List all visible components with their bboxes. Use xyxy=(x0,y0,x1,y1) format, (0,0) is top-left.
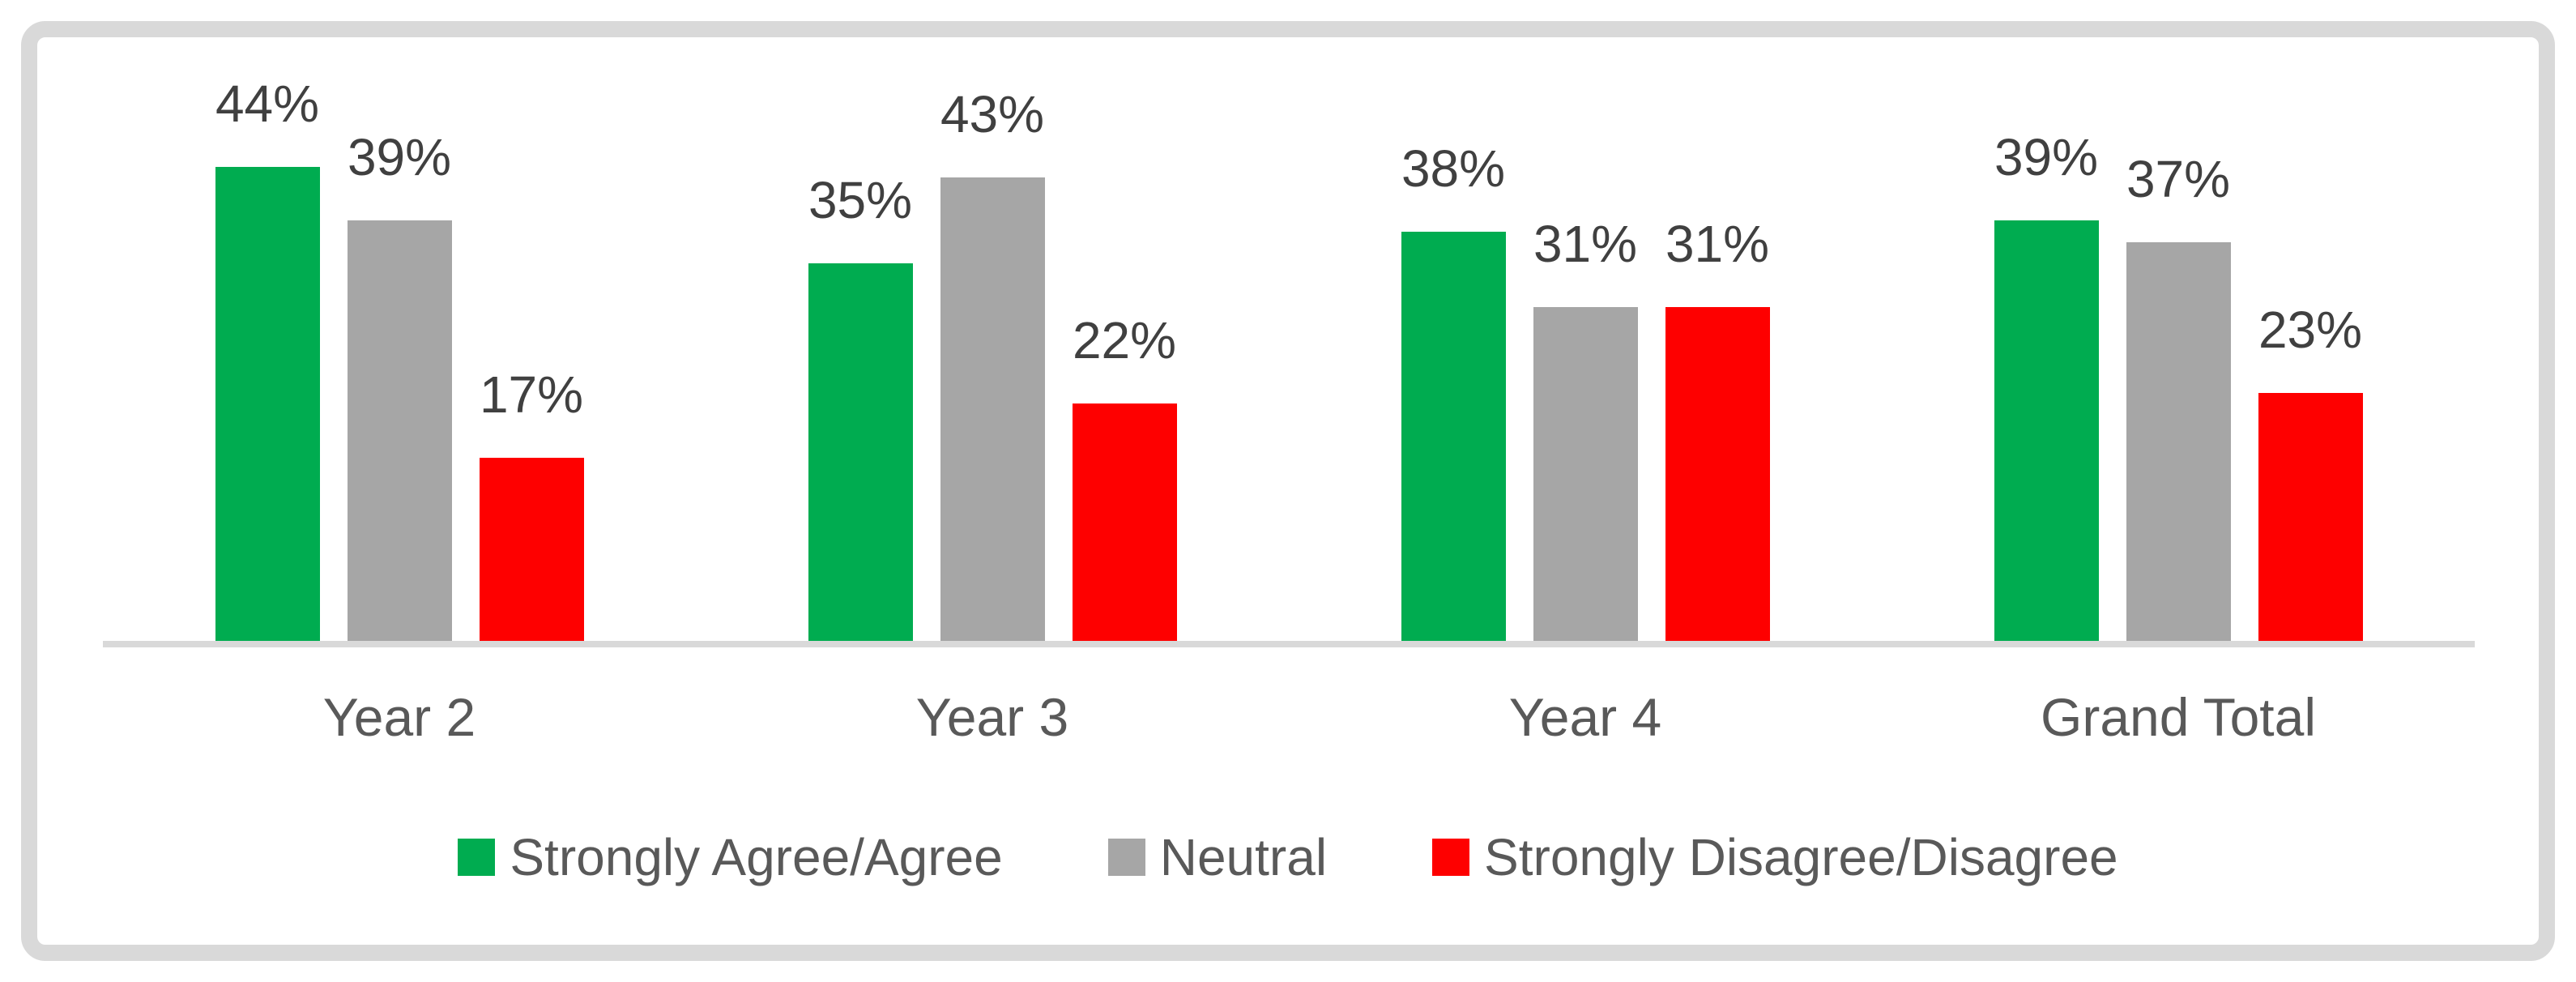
bar-group-grand-total: 39% 37% 23% xyxy=(1882,0,2475,641)
category-label-year-4: Year 4 xyxy=(1508,687,1662,747)
bar-data-label: 37% xyxy=(2126,150,2231,208)
bar-data-label: 44% xyxy=(215,75,320,133)
bar-year-4-strongly-agree-agree xyxy=(1401,232,1506,641)
legend-item-strongly-disagree-disagree: Strongly Disagree/Disagree xyxy=(1432,831,2118,883)
bar-col-year-2-strongly-agree-agree: 44% xyxy=(215,0,320,641)
bar-col-year-4-strongly-agree-agree: 38% xyxy=(1401,0,1506,641)
bar-col-year-4-strongly-disagree-disagree: 31% xyxy=(1665,0,1770,641)
bar-group-year-4: 38% 31% 31% xyxy=(1289,0,1882,641)
bar-year-4-strongly-disagree-disagree xyxy=(1665,307,1770,641)
legend-item-strongly-agree-agree: Strongly Agree/Agree xyxy=(458,828,1003,886)
bar-data-label: 31% xyxy=(1533,215,1638,273)
bar-col-grand-total-strongly-agree-agree: 39% xyxy=(1994,0,2099,641)
bar-year-2-strongly-agree-agree xyxy=(215,167,320,641)
bar-col-grand-total-strongly-disagree-disagree: 23% xyxy=(2258,0,2363,641)
bar-year-2-strongly-disagree-disagree xyxy=(479,458,584,641)
bar-col-year-3-strongly-agree-agree: 35% xyxy=(808,0,913,641)
bar-data-label: 31% xyxy=(1665,215,1770,273)
bar-year-3-strongly-disagree-disagree xyxy=(1072,403,1177,641)
category-label-grand-total: Grand Total xyxy=(2041,687,2316,747)
legend-item-neutral: Neutral xyxy=(1107,828,1328,886)
legend: Strongly Agree/Agree Neutral Strongly Disa… xyxy=(0,831,2576,883)
legend-label: Strongly Disagree/Disagree xyxy=(1484,828,2118,886)
bar-grand-total-strongly-agree-agree xyxy=(1994,220,2099,641)
bar-col-year-3-strongly-disagree-disagree: 22% xyxy=(1072,0,1177,641)
legend-marker-icon xyxy=(1107,839,1145,876)
bar-data-label: 39% xyxy=(347,128,452,186)
bar-year-2-neutral xyxy=(347,220,452,641)
category-axis: Year 2 Year 3 Year 4 Grand Total xyxy=(103,690,2475,744)
legend-marker-icon xyxy=(1432,839,1470,876)
category-label-year-2: Year 2 xyxy=(322,687,476,747)
bar-group-year-3: 35% 43% 22% xyxy=(696,0,1289,641)
bar-col-year-4-neutral: 31% xyxy=(1533,0,1638,641)
bar-group-year-2: 44% 39% 17% xyxy=(103,0,696,641)
bar-data-label: 17% xyxy=(479,365,584,424)
bar-data-label: 38% xyxy=(1401,139,1506,198)
bar-year-3-neutral xyxy=(940,177,1045,641)
bar-data-label: 22% xyxy=(1072,311,1177,369)
bar-data-label: 23% xyxy=(2258,301,2363,359)
x-axis-line xyxy=(103,641,2475,647)
bar-data-label: 43% xyxy=(940,85,1045,143)
bar-year-4-neutral xyxy=(1533,307,1638,641)
legend-marker-icon xyxy=(458,839,496,876)
bar-grand-total-neutral xyxy=(2126,242,2231,641)
bar-data-label: 35% xyxy=(808,171,913,229)
category-label-year-3: Year 3 xyxy=(915,687,1069,747)
bar-grand-total-strongly-disagree-disagree xyxy=(2258,393,2363,641)
legend-label: Strongly Agree/Agree xyxy=(510,828,1003,886)
bar-col-year-3-neutral: 43% xyxy=(940,0,1045,641)
bar-year-3-strongly-agree-agree xyxy=(808,263,913,641)
bar-col-year-2-neutral: 39% xyxy=(347,0,452,641)
bar-data-label: 39% xyxy=(1994,128,2099,186)
plot-area: 44% 39% 17% 35% 43% 22% 38% 31% 31% 39% 37% 23% xyxy=(103,0,2475,641)
chart-frame xyxy=(21,21,2555,961)
bar-col-grand-total-neutral: 37% xyxy=(2126,0,2231,641)
legend-label: Neutral xyxy=(1159,828,1328,886)
bar-col-year-2-strongly-disagree-disagree: 17% xyxy=(479,0,584,641)
